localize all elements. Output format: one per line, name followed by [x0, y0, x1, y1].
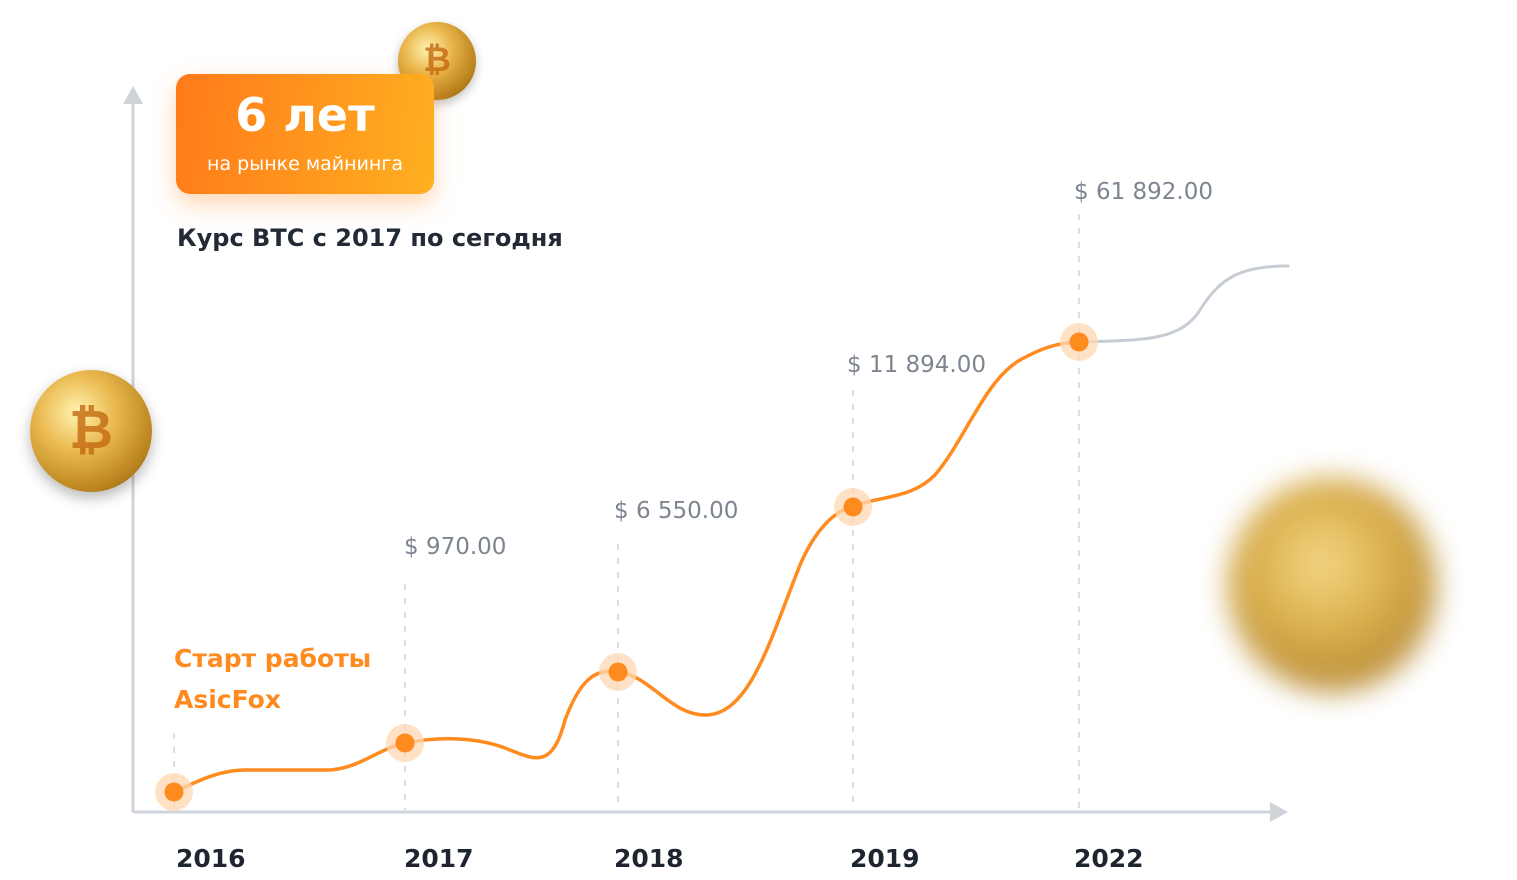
- x-tick-label: 2017: [404, 844, 474, 873]
- years-badge: 6 лет на рынке майнинга: [176, 74, 434, 194]
- bitcoin-symbol-icon: ₿: [68, 398, 113, 462]
- data-point: [599, 653, 637, 691]
- data-point: [386, 724, 424, 762]
- start-label-line-1: Старт работы: [174, 644, 372, 673]
- x-tick-label: 2018: [614, 844, 684, 873]
- data-point-dot: [608, 662, 628, 682]
- price-data-label: $ 6 550.00: [614, 498, 738, 524]
- chart-title: Курс BTC с 2017 по сегодня: [177, 224, 563, 252]
- data-point-dot: [843, 497, 863, 517]
- x-tick-label: 2019: [850, 844, 920, 873]
- price-data-label: $ 61 892.00: [1074, 179, 1213, 205]
- bitcoin-coin-icon: ₿: [30, 370, 152, 492]
- start-label-line-2: AsicFox: [174, 685, 281, 714]
- data-point-dot: [395, 733, 415, 753]
- data-point: [834, 488, 872, 526]
- data-point: [1060, 323, 1098, 361]
- blurred-bitcoin-coin-icon: [1228, 478, 1436, 692]
- x-axis-arrow-icon: [1270, 802, 1288, 822]
- start-label: Старт работы AsicFox: [174, 638, 371, 720]
- data-point-dot: [1069, 332, 1089, 352]
- data-point-dot: [164, 782, 184, 802]
- bitcoin-symbol-icon: ₿: [423, 40, 451, 81]
- future-trend-line: [1077, 264, 1290, 344]
- years-count: 6 лет: [235, 88, 375, 142]
- data-point: [155, 773, 193, 811]
- years-subtitle: на рынке майнинга: [207, 153, 403, 175]
- x-tick-label: 2016: [176, 844, 246, 873]
- price-data-label: $ 970.00: [404, 534, 506, 560]
- price-line-series: [172, 340, 1081, 794]
- x-tick-label: 2022: [1074, 844, 1144, 873]
- y-axis-arrow-icon: [123, 86, 143, 104]
- price-data-label: $ 11 894.00: [847, 352, 986, 378]
